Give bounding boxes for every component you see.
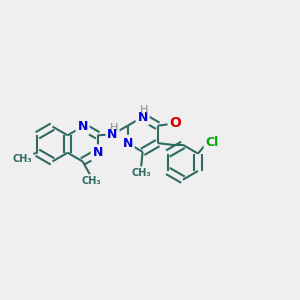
Text: CH₃: CH₃ <box>82 176 101 186</box>
Text: N: N <box>92 146 103 159</box>
Text: CH₃: CH₃ <box>12 154 32 164</box>
Text: N: N <box>107 128 118 141</box>
Text: Cl: Cl <box>206 136 219 149</box>
Text: N: N <box>122 136 133 150</box>
Text: O: O <box>169 116 181 130</box>
Text: N: N <box>77 120 88 133</box>
Text: CH₃: CH₃ <box>131 168 151 178</box>
Text: N: N <box>137 110 148 124</box>
Text: H: H <box>110 123 118 133</box>
Text: H: H <box>140 105 148 116</box>
